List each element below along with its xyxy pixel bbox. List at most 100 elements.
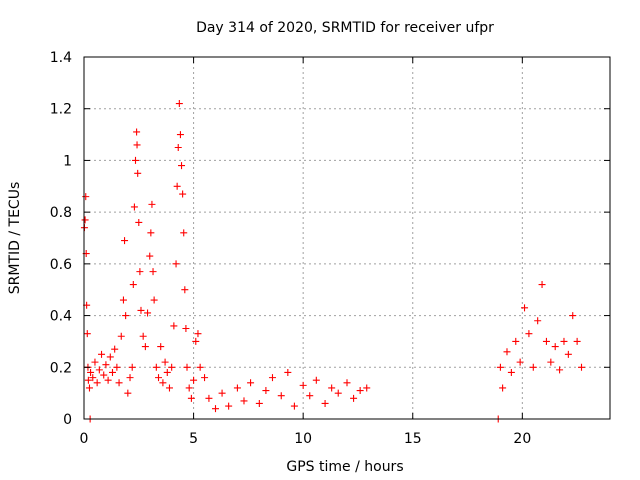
data-point [176, 131, 184, 139]
data-point [321, 399, 329, 407]
data-point [121, 237, 129, 245]
data-point [547, 358, 555, 366]
data-point [141, 343, 149, 351]
data-point [180, 229, 188, 237]
data-point [312, 376, 320, 384]
data-point [130, 203, 138, 211]
data-point [190, 376, 198, 384]
y-axis-label: SRMTID / TECUs [7, 182, 23, 295]
data-point [496, 363, 504, 371]
data-point [182, 325, 190, 332]
data-point [196, 363, 204, 371]
data-point [84, 376, 92, 384]
data-point [573, 337, 581, 345]
data-point [212, 405, 219, 413]
data-point [356, 387, 364, 395]
data-point [328, 384, 336, 392]
data-point [172, 260, 180, 268]
data-point [174, 144, 182, 151]
data-point [117, 332, 125, 340]
data-point [185, 384, 193, 392]
data-point [85, 384, 93, 392]
data-point [181, 286, 189, 294]
data-point [564, 350, 572, 358]
data-point [192, 337, 200, 345]
y-tick-label: 1.4 [50, 50, 72, 66]
data-point [161, 358, 169, 366]
data-point [521, 304, 529, 312]
data-point [113, 363, 121, 371]
x-tick-label: 15 [404, 431, 422, 447]
data-point [560, 337, 568, 345]
x-tick-label: 10 [294, 431, 312, 447]
y-tick-label: 0 [63, 412, 72, 428]
data-point [299, 381, 307, 389]
data-point [146, 252, 154, 260]
data-point [225, 402, 233, 410]
data-point [136, 268, 144, 276]
data-point [87, 368, 95, 376]
data-point [170, 322, 178, 330]
data-point [284, 368, 292, 376]
y-tick-label: 1 [63, 153, 72, 169]
data-point [201, 374, 209, 382]
data-point [175, 100, 183, 108]
data-point [122, 312, 130, 320]
data-point [168, 363, 176, 371]
y-tick-label: 0.2 [50, 360, 72, 376]
data-point [98, 350, 106, 358]
data-point [218, 389, 226, 397]
data-point [499, 384, 507, 392]
data-point [134, 169, 142, 177]
y-tick-label: 1.2 [50, 102, 72, 118]
data-point [124, 389, 132, 397]
data-point [179, 190, 187, 198]
data-point [104, 376, 112, 384]
data-point [363, 384, 371, 392]
data-point [538, 281, 546, 289]
data-point [529, 363, 537, 371]
data-point [137, 306, 145, 314]
data-point [115, 379, 123, 387]
data-point [89, 374, 97, 382]
data-point [255, 399, 263, 407]
data-point [551, 343, 559, 351]
data-point [268, 374, 276, 382]
y-tick-label: 0.8 [50, 205, 72, 221]
data-point [133, 141, 141, 149]
data-point [350, 394, 358, 402]
data-point [163, 368, 171, 376]
data-point [129, 281, 137, 289]
data-point [95, 366, 103, 374]
data-point [150, 296, 158, 304]
data-points [80, 100, 586, 423]
x-tick-label: 0 [80, 431, 89, 447]
data-point [82, 193, 90, 201]
data-point [556, 366, 564, 374]
data-point [147, 229, 155, 237]
data-point [111, 345, 119, 353]
data-point [578, 363, 586, 371]
axis-ticks: 0 5 10 15 20 0 0.2 0.4 0.6 0.8 1 1.2 1.4 [50, 50, 610, 447]
data-point [503, 348, 511, 356]
data-point [277, 392, 285, 400]
grid-lines [84, 57, 610, 419]
data-point [91, 358, 99, 366]
data-point [93, 379, 101, 387]
data-point [183, 363, 191, 371]
plot-frame [83, 56, 611, 420]
data-point [187, 394, 195, 402]
data-point [205, 394, 213, 402]
data-point [81, 216, 89, 224]
data-point [148, 200, 156, 208]
chart-title: Day 314 of 2020, SRMTID for receiver ufp… [196, 20, 494, 36]
data-point [516, 358, 524, 366]
data-point [233, 384, 241, 392]
data-point [102, 361, 110, 369]
data-point [133, 128, 141, 136]
data-point [240, 397, 248, 405]
data-point [262, 387, 270, 395]
y-tick-label: 0.6 [50, 257, 72, 273]
data-point [128, 363, 136, 371]
